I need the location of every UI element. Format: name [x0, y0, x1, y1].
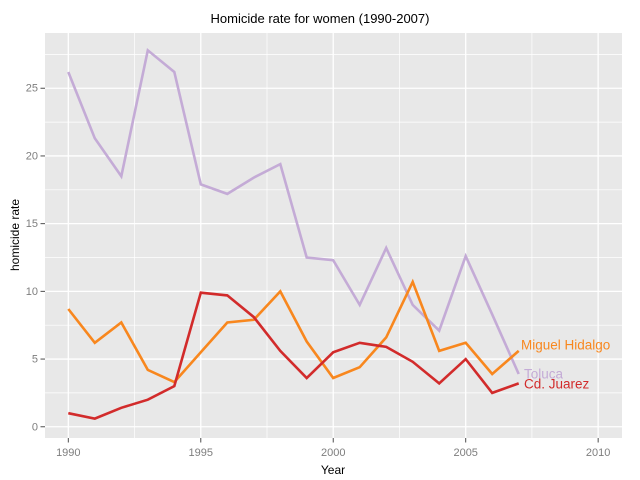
- series-label-cd-juarez: Cd. Juarez: [524, 376, 590, 392]
- x-tick-label: 1995: [189, 447, 213, 459]
- x-tick-label: 2005: [453, 447, 477, 459]
- chart-title: Homicide rate for women (1990-2007): [210, 11, 430, 26]
- y-tick-label: 5: [32, 354, 38, 366]
- x-tick-label: 1990: [56, 447, 80, 459]
- y-axis-title: homicide rate: [8, 198, 22, 272]
- series-line-cd-juarez: [68, 291, 520, 420]
- y-tick-label: 10: [26, 286, 38, 298]
- series-line-miguel-hidalgo: [67, 278, 520, 384]
- y-tick-label: 25: [26, 83, 38, 95]
- series-label-miguel-hidalgo: Miguel Hidalgo: [521, 337, 611, 353]
- x-tick-label: 2010: [586, 447, 610, 459]
- y-tick-label: 15: [26, 218, 38, 230]
- y-tick-label: 20: [26, 150, 38, 162]
- series-label-toluca: Toluca: [524, 366, 564, 382]
- y-tick-label: 0: [32, 421, 38, 433]
- x-tick-label: 2000: [321, 447, 345, 459]
- x-axis-title: Year: [320, 463, 346, 477]
- series-line-toluca: [67, 47, 520, 375]
